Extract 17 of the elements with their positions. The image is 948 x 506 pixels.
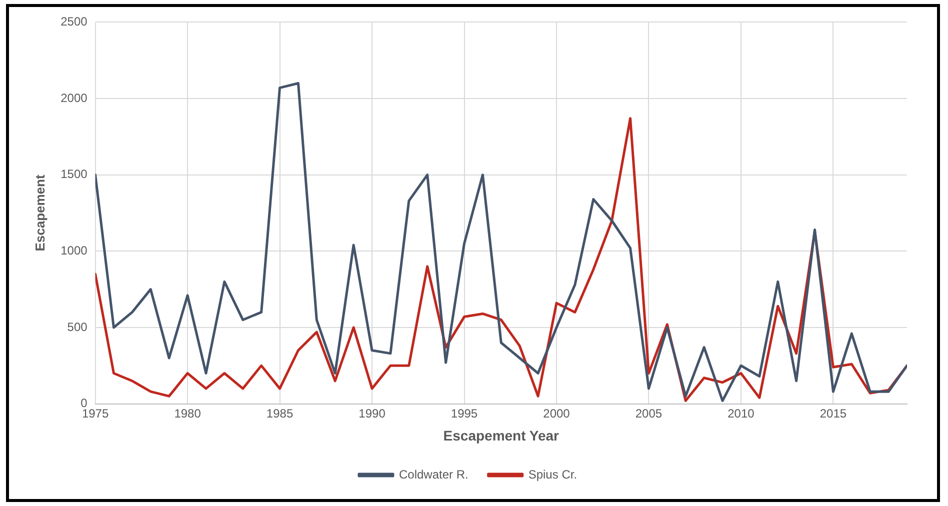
y-tick-label: 1500	[60, 167, 88, 182]
legend-label: Spius Cr.	[528, 467, 578, 482]
x-tick-label: 1990	[358, 406, 386, 420]
y-tick-label: 2000	[60, 90, 88, 105]
x-tick-label: 2005	[635, 406, 662, 420]
x-tick-label: 1980	[174, 406, 202, 420]
x-tick-label: 2000	[543, 406, 570, 420]
y-tick-label: 2500	[60, 14, 88, 29]
x-tick-label: 1985	[266, 406, 294, 420]
x-axis-title: Escapement Year	[443, 427, 560, 444]
legend-label: Coldwater R.	[398, 467, 468, 482]
x-tick-label: 1995	[450, 406, 478, 420]
x-tick-label: 2010	[728, 406, 755, 420]
y-tick-label: 500	[67, 320, 88, 334]
y-axis-title: Escapement	[32, 174, 48, 252]
y-tick-label: 1000	[60, 243, 88, 258]
x-tick-label: 2015	[820, 406, 847, 420]
